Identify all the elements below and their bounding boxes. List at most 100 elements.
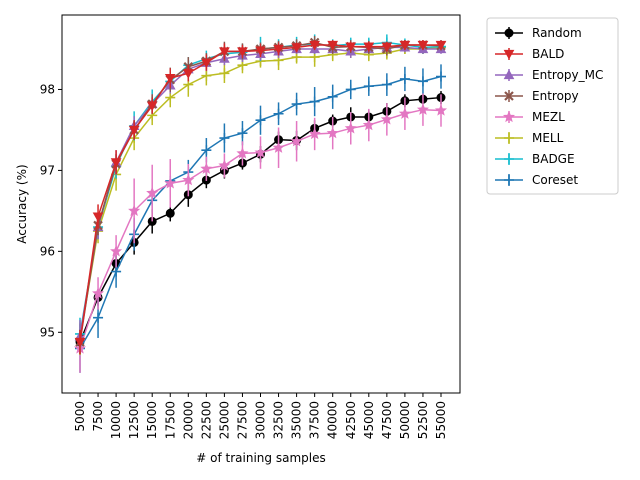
data-point [110,158,122,168]
data-point [128,204,141,217]
data-point [237,128,248,139]
x-tick-label: 47500 [380,401,394,439]
x-tick-label: 15000 [145,401,159,439]
legend-item: Random [495,26,582,40]
x-tick-label: 35000 [290,401,304,439]
data-point [290,134,303,147]
data-point [237,47,248,57]
x-tick-label: 55000 [434,401,448,439]
data-point [363,42,375,53]
data-point [201,70,212,81]
data-point [291,43,302,53]
data-point [164,177,177,189]
legend-marker [504,28,514,38]
data-point [200,162,213,174]
y-axis: 95 96 97 98 [40,82,62,339]
data-point [201,145,212,156]
legend-item: Coreset [495,173,578,187]
legend-marker [502,110,516,123]
y-tick-label: 97 [40,163,55,177]
data-point [92,287,105,299]
legend-label: Entropy_MC [532,68,603,82]
data-point [92,212,104,223]
legend-item: BADGE [495,152,575,166]
legend-item: MEZL [495,110,565,124]
y-tick-label: 95 [40,325,55,339]
legend-label: BALD [532,47,564,61]
data-point [255,46,266,57]
x-axis-label: # of training samples [196,451,325,465]
data-point [416,103,429,115]
data-point [201,58,212,69]
data-point [344,121,357,134]
data-point [182,173,195,186]
data-point [345,42,357,53]
data-point [380,113,393,125]
data-point [435,40,447,51]
legend-item: Entropy_MC [495,68,603,82]
legend-item: BALD [495,47,564,61]
data-point [165,92,176,103]
legend-marker [504,175,514,185]
x-tick-label: 12500 [127,401,141,439]
data-point [327,40,339,51]
legend-marker [503,69,515,80]
data-point [146,101,158,112]
legend-label: Entropy [532,89,579,103]
legend-label: MEZL [532,110,565,124]
legend-marker [504,133,514,143]
x-tick-label: 32500 [272,401,286,439]
data-point [436,71,446,82]
x-tick-label: 10000 [109,401,123,439]
data-point [327,91,338,102]
data-point [273,108,284,119]
legend-marker [503,49,515,60]
legend-marker [504,91,514,101]
data-point [398,107,411,119]
data-point [182,69,194,79]
x-tick-label: 22500 [199,401,213,439]
x-tick-label: 50000 [398,401,412,439]
legend-label: BADGE [532,152,575,166]
data-point [236,147,249,159]
data-point [74,337,86,348]
y-axis-label: Accuracy (%) [15,164,29,243]
data-point [219,133,230,144]
data-point [417,40,429,51]
data-point [128,125,140,136]
data-point [434,104,448,116]
legend-label: Coreset [532,173,578,187]
data-point [146,186,159,199]
x-tick-label: 42500 [344,401,358,439]
data-point [417,76,428,87]
x-tick-label: 20000 [181,401,195,439]
data-point [255,115,266,126]
data-point [111,266,122,277]
legend-item: MELL [495,131,564,145]
data-point [165,208,175,218]
x-tick-label: 52500 [416,401,430,439]
x-axis: 5000 7500 10000 12500 15000 17500 20000 22500 25… [73,393,448,439]
legend-box [486,17,619,195]
series-bald [74,40,447,355]
x-tick-label: 27500 [235,401,249,439]
x-tick-label: 40000 [326,401,340,439]
legend-item: Entropy [495,89,579,103]
y-tick-label: 98 [40,82,55,96]
data-point [219,68,230,79]
data-point [93,312,104,323]
data-point [291,99,302,110]
legend: Random BALD Entropy_MC Entropy MEZL MELL BADGE… [486,17,619,195]
x-tick-label: 7500 [91,401,105,432]
y-tick-label: 96 [40,244,55,258]
data-point [308,127,321,140]
x-tick-label: 25000 [217,401,231,439]
data-point [381,79,392,90]
data-point [399,73,410,84]
data-point [326,126,339,139]
series-mezl [73,93,448,373]
legend-label: MELL [532,131,564,145]
x-tick-label: 30000 [254,401,268,439]
data-point [362,118,375,131]
data-point [309,96,320,107]
